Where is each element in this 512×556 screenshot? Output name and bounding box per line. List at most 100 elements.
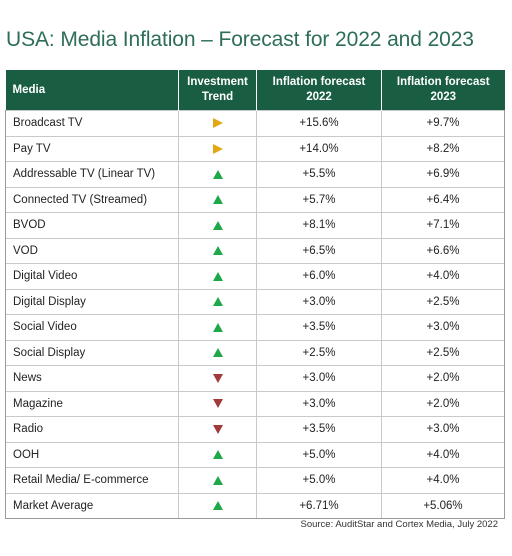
media-cell: Market Average bbox=[5, 492, 179, 519]
header-2023-line-2: 2023 bbox=[430, 91, 457, 103]
table-row: Digital Display +3.0% +2.5% bbox=[5, 288, 505, 315]
table-row: Social Display +2.5% +2.5% bbox=[5, 339, 505, 366]
forecast-2022-cell: +3.5% bbox=[256, 416, 382, 442]
header-trend-line-1: Investment bbox=[187, 76, 248, 88]
forecast-2022-cell: +5.7% bbox=[256, 186, 382, 213]
table-row: Retail Media/ E-commerce +5.0% +4.0% bbox=[5, 467, 505, 493]
trend-cell bbox=[178, 110, 257, 136]
table-row: VOD +6.5% +6.6% bbox=[5, 237, 505, 264]
media-cell: Connected TV (Streamed) bbox=[5, 186, 179, 213]
inflation-table: Media Investment Trend Inflation forecast… bbox=[5, 70, 505, 519]
table-row: Magazine +3.0% +2.0% bbox=[5, 390, 505, 417]
trend-cell bbox=[178, 237, 257, 264]
forecast-2022-cell: +2.5% bbox=[256, 339, 382, 366]
header-2022-line-2: 2022 bbox=[306, 91, 332, 103]
triangle-right-icon bbox=[212, 143, 223, 154]
forecast-2022-cell: +5.5% bbox=[256, 161, 382, 187]
forecast-2023-cell: +4.0% bbox=[381, 263, 505, 289]
media-cell: Broadcast TV bbox=[5, 110, 179, 136]
trend-cell bbox=[178, 186, 257, 213]
table-row: Connected TV (Streamed) +5.7% +6.4% bbox=[5, 186, 505, 213]
forecast-2023-cell: +6.9% bbox=[381, 161, 505, 187]
forecast-2023-cell: +8.2% bbox=[381, 135, 505, 162]
forecast-2023-cell: +2.0% bbox=[381, 390, 505, 417]
triangle-down-icon bbox=[212, 399, 223, 409]
trend-cell bbox=[178, 390, 257, 417]
forecast-2022-cell: +8.1% bbox=[256, 212, 382, 238]
header-media-line-1: Media bbox=[12, 83, 46, 96]
header-media: Media bbox=[5, 70, 179, 111]
media-cell: Pay TV bbox=[5, 135, 179, 162]
media-cell: Addressable TV (Linear TV) bbox=[5, 161, 179, 187]
header-investment-trend: Investment Trend bbox=[178, 70, 257, 111]
trend-cell bbox=[178, 339, 257, 366]
forecast-2023-cell: +2.0% bbox=[381, 365, 505, 391]
trend-cell bbox=[178, 467, 257, 493]
media-cell: Radio bbox=[5, 416, 179, 442]
media-cell: Social Display bbox=[5, 339, 179, 366]
header-forecast-2023: Inflation forecast 2023 bbox=[381, 70, 505, 111]
chart-title: USA: Media Inflation – Forecast for 2022… bbox=[6, 28, 474, 51]
forecast-2022-cell: +3.0% bbox=[256, 390, 382, 417]
triangle-up-icon bbox=[212, 220, 223, 230]
trend-cell bbox=[178, 288, 257, 315]
trend-cell bbox=[178, 212, 257, 238]
source-note: Source: AuditStar and Cortex Media, July… bbox=[300, 519, 498, 530]
forecast-2023-cell: +4.0% bbox=[381, 467, 505, 493]
trend-cell bbox=[178, 135, 257, 162]
table-row: News +3.0% +2.0% bbox=[5, 365, 505, 391]
media-cell: BVOD bbox=[5, 212, 179, 238]
forecast-2023-cell: +3.0% bbox=[381, 416, 505, 442]
trend-cell bbox=[178, 161, 257, 187]
forecast-2023-cell: +2.5% bbox=[381, 339, 505, 366]
table-header-row: Media Investment Trend Inflation forecast… bbox=[5, 70, 505, 111]
trend-cell bbox=[178, 314, 257, 340]
trend-cell bbox=[178, 416, 257, 442]
media-cell: Digital Video bbox=[5, 263, 179, 289]
forecast-2022-cell: +3.0% bbox=[256, 365, 382, 391]
table-row: Social Video +3.5% +3.0% bbox=[5, 314, 505, 340]
forecast-2023-cell: +2.5% bbox=[381, 288, 505, 315]
triangle-down-icon bbox=[212, 373, 223, 383]
trend-cell bbox=[178, 365, 257, 391]
forecast-2022-cell: +3.5% bbox=[256, 314, 382, 340]
forecast-2022-cell: +6.5% bbox=[256, 237, 382, 264]
trend-cell bbox=[178, 263, 257, 289]
forecast-2023-cell: +7.1% bbox=[381, 212, 505, 238]
forecast-2022-cell: +5.0% bbox=[256, 467, 382, 493]
forecast-2022-cell: +6.71% bbox=[256, 492, 382, 519]
table-row: Addressable TV (Linear TV) +5.5% +6.9% bbox=[5, 161, 505, 187]
trend-cell bbox=[178, 441, 257, 468]
media-cell: VOD bbox=[5, 237, 179, 264]
forecast-2023-cell: +5.06% bbox=[381, 492, 505, 519]
triangle-up-icon bbox=[212, 501, 223, 511]
forecast-2022-cell: +15.6% bbox=[256, 110, 382, 136]
triangle-down-icon bbox=[212, 424, 223, 434]
forecast-2023-cell: +9.7% bbox=[381, 110, 505, 136]
triangle-up-icon bbox=[212, 450, 223, 460]
media-cell: OOH bbox=[5, 441, 179, 468]
forecast-2022-cell: +14.0% bbox=[256, 135, 382, 162]
triangle-right-icon bbox=[212, 118, 223, 129]
triangle-up-icon bbox=[212, 297, 223, 307]
media-cell: Social Video bbox=[5, 314, 179, 340]
table-row: BVOD +8.1% +7.1% bbox=[5, 212, 505, 238]
forecast-2022-cell: +5.0% bbox=[256, 441, 382, 468]
triangle-up-icon bbox=[212, 322, 223, 332]
table-row: Broadcast TV +15.6% +9.7% bbox=[5, 110, 505, 136]
forecast-2022-cell: +6.0% bbox=[256, 263, 382, 289]
media-cell: Retail Media/ E-commerce bbox=[5, 467, 179, 493]
forecast-2023-cell: +4.0% bbox=[381, 441, 505, 468]
media-cell: Digital Display bbox=[5, 288, 179, 315]
triangle-up-icon bbox=[212, 169, 223, 179]
header-forecast-2022: Inflation forecast 2022 bbox=[256, 70, 382, 111]
triangle-up-icon bbox=[212, 195, 223, 205]
header-2022-line-1: Inflation forecast bbox=[272, 76, 366, 88]
header-2023-line-1: Inflation forecast bbox=[396, 76, 490, 88]
table-row: Pay TV +14.0% +8.2% bbox=[5, 135, 505, 162]
forecast-2023-cell: +6.6% bbox=[381, 237, 505, 264]
media-cell: Magazine bbox=[5, 390, 179, 417]
triangle-up-icon bbox=[212, 475, 223, 485]
forecast-2022-cell: +3.0% bbox=[256, 288, 382, 315]
forecast-2023-cell: +3.0% bbox=[381, 314, 505, 340]
